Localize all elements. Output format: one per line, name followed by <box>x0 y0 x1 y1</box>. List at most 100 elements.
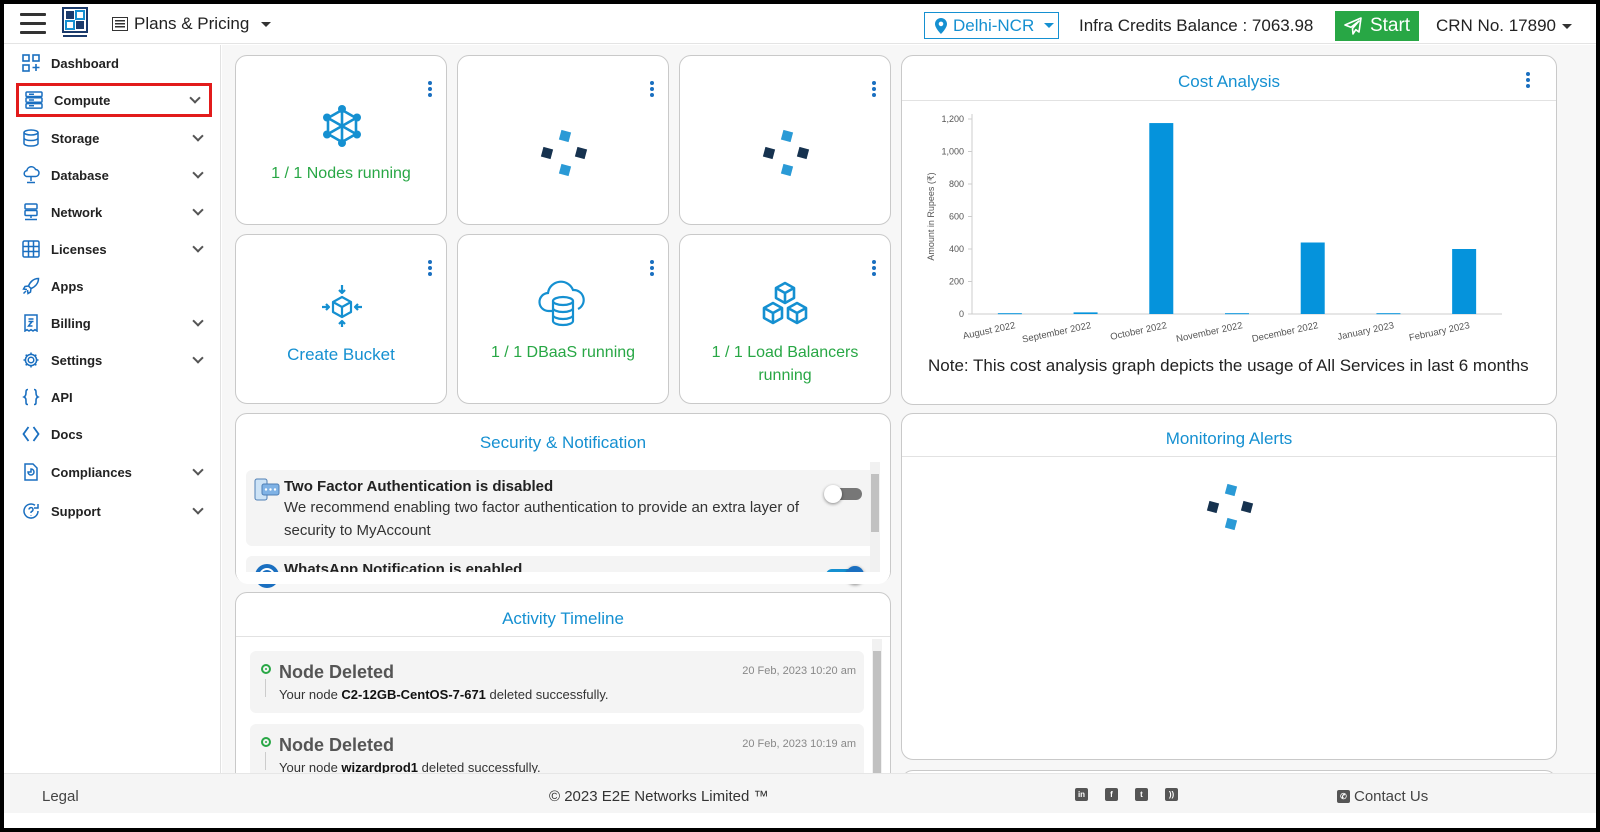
document-chart-icon <box>20 461 42 483</box>
plans-pricing-label: Plans & Pricing <box>134 14 250 33</box>
sidebar-item-database[interactable]: Database <box>16 158 212 192</box>
start-button[interactable]: Start <box>1335 11 1419 41</box>
timeline-item-time: 20 Feb, 2023 10:19 am <box>742 738 856 750</box>
sidebar-item-storage[interactable]: Storage <box>16 121 212 155</box>
bar <box>1073 312 1098 314</box>
x-tick-label: January 2023 <box>1336 320 1395 343</box>
main-content: 1 / 1 Nodes running Cost Analysis 0 200 40… <box>222 45 1596 800</box>
timeline-item-description: Your node wizardprod1 deleted successful… <box>279 760 541 775</box>
sidebar-item-support[interactable]: Support <box>16 494 212 528</box>
y-tick-label: 600 <box>949 212 964 222</box>
create-bucket-label: Create Bucket <box>287 345 395 364</box>
cost-analysis-title: Cost Analysis <box>1177 72 1281 91</box>
y-tick-label: 400 <box>949 244 964 254</box>
sidebar-item-label: Dashboard <box>51 55 119 71</box>
y-tick-label: 0 <box>959 309 964 319</box>
monitoring-title: Monitoring Alerts <box>1165 429 1293 448</box>
legal-link[interactable]: Legal <box>42 788 79 805</box>
activity-scrollbar[interactable] <box>872 639 882 793</box>
two-factor-icon <box>254 478 280 501</box>
sidebar-item-apps[interactable]: Apps <box>16 269 212 303</box>
kebab-menu-icon[interactable] <box>428 260 432 276</box>
x-tick-label: August 2022 <box>962 320 1016 342</box>
top-navbar: Plans & Pricing Delhi-NCR Infra Credits … <box>4 4 1596 44</box>
sidebar-item-label: API <box>51 389 73 405</box>
list-icon <box>112 17 128 31</box>
rss-icon[interactable]: )) <box>1165 788 1178 801</box>
sidebar-item-settings[interactable]: Settings <box>16 343 212 377</box>
region-selector[interactable]: Delhi-NCR <box>924 12 1059 39</box>
kebab-menu-icon[interactable] <box>872 260 876 276</box>
bar <box>1376 313 1401 315</box>
sidebar-item-docs[interactable]: Docs <box>16 417 212 451</box>
loading-spinner-icon <box>762 129 810 177</box>
x-tick-label: December 2022 <box>1251 320 1319 345</box>
sidebar-item-label: Apps <box>51 278 84 294</box>
bar <box>1149 123 1174 314</box>
gear-icon <box>20 349 42 371</box>
linkedin-icon[interactable]: in <box>1075 788 1088 801</box>
sidebar-item-dashboard[interactable]: Dashboard <box>16 46 212 80</box>
sidebar-item-label: Support <box>51 503 101 519</box>
sidebar-item-label: Docs <box>51 426 83 442</box>
nodes-tile[interactable]: 1 / 1 Nodes running <box>235 55 447 225</box>
sidebar: Dashboard Compute Storage Database Netwo… <box>4 45 221 773</box>
chevron-down-icon <box>192 352 204 364</box>
bar <box>997 313 1022 315</box>
chevron-down-icon <box>192 130 204 142</box>
twitter-icon[interactable]: t <box>1135 788 1148 801</box>
support-chat-icon <box>20 500 42 522</box>
account-menu[interactable]: CRN No. 17890 <box>1436 16 1573 36</box>
y-tick-label: 200 <box>949 277 964 287</box>
nodes-status: 1 / 1 Nodes running <box>271 165 411 182</box>
facebook-icon[interactable]: f <box>1105 788 1118 801</box>
monitoring-alerts-card: Monitoring Alerts <box>901 413 1557 760</box>
sidebar-item-billing[interactable]: Billing <box>16 306 212 340</box>
rocket-icon <box>20 275 42 297</box>
activity-timeline-card: Activity Timeline Node Deleted 20 Feb, 2… <box>235 592 891 793</box>
credits-balance: Infra Credits Balance : 7063.98 <box>1079 16 1314 35</box>
loading-spinner-icon <box>1206 483 1254 531</box>
load-balancer-status-line1: 1 / 1 Load Balancers <box>711 344 859 361</box>
node-name: C2-12GB-CentOS-7-671 <box>341 687 486 702</box>
cost-analysis-chart: 0 200 400 600 800 1,000 1,200 Amount in Rupees … <box>926 114 1502 346</box>
load-balancer-status-line2: running <box>758 367 812 384</box>
sidebar-item-compute[interactable]: Compute <box>16 83 212 117</box>
footer: Legal © 2023 E2E Networks Limited ™ in f… <box>4 773 1596 813</box>
bar <box>1452 249 1477 314</box>
sidebar-item-network[interactable]: Network <box>16 195 212 229</box>
create-bucket-tile[interactable]: Create Bucket <box>235 234 447 404</box>
two-factor-toggle[interactable] <box>824 485 862 503</box>
sidebar-item-label: Storage <box>51 130 100 146</box>
two-factor-item: Two Factor Authentication is disabled We… <box>246 470 876 546</box>
sidebar-item-compliances[interactable]: Compliances <box>16 455 212 489</box>
braces-icon <box>20 386 42 408</box>
two-factor-description: We recommend enabling two factor authent… <box>284 499 800 539</box>
chevron-down-icon <box>192 241 204 253</box>
dbaas-tile[interactable]: 1 / 1 DBaaS running <box>457 234 669 404</box>
menu-icon[interactable] <box>20 13 46 35</box>
nodes-cube-icon <box>323 105 361 147</box>
timeline-item-description: Your node C2-12GB-CentOS-7-671 deleted s… <box>279 687 609 702</box>
contact-us-link[interactable]: ✆ Contact Us <box>1337 788 1428 805</box>
kebab-menu-icon[interactable] <box>650 81 654 97</box>
kebab-menu-icon[interactable] <box>1526 72 1530 88</box>
y-axis-label: Amount in Rupees (₹) <box>926 172 936 260</box>
plans-pricing-menu[interactable]: Plans & Pricing <box>112 14 272 34</box>
y-tick-label: 1,200 <box>941 114 964 124</box>
sidebar-item-api[interactable]: API <box>16 380 212 414</box>
chevron-down-icon <box>192 204 204 216</box>
storage-icon <box>20 127 42 149</box>
kebab-menu-icon[interactable] <box>428 81 432 97</box>
boxes-icon <box>762 281 808 325</box>
node-name: wizardprod1 <box>341 760 418 775</box>
loading-tile[interactable] <box>679 55 891 225</box>
status-dot-icon <box>261 737 271 747</box>
kebab-menu-icon[interactable] <box>650 260 654 276</box>
sidebar-item-licenses[interactable]: Licenses <box>16 232 212 266</box>
security-scrollbar[interactable] <box>870 462 880 574</box>
kebab-menu-icon[interactable] <box>872 81 876 97</box>
loading-tile[interactable] <box>457 55 669 225</box>
bucket-cube-icon <box>322 285 362 327</box>
load-balancer-tile[interactable]: 1 / 1 Load Balancers running <box>679 234 891 404</box>
